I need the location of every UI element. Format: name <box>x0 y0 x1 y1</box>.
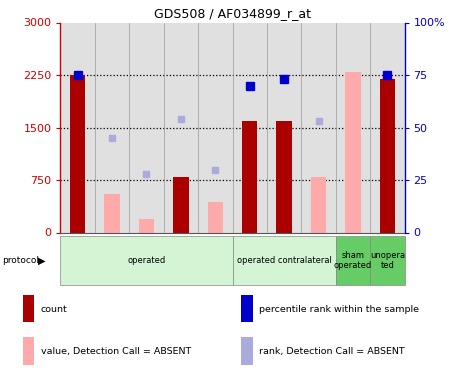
Title: GDS508 / AF034899_r_at: GDS508 / AF034899_r_at <box>154 7 311 20</box>
Bar <box>241 338 252 365</box>
Bar <box>379 78 395 232</box>
Bar <box>198 22 232 233</box>
Bar <box>23 338 34 365</box>
Bar <box>242 120 258 232</box>
Bar <box>241 295 252 322</box>
Bar <box>129 22 164 233</box>
FancyBboxPatch shape <box>232 236 336 285</box>
Bar <box>370 22 405 233</box>
Bar <box>311 177 326 232</box>
Text: rank, Detection Call = ABSENT: rank, Detection Call = ABSENT <box>259 347 405 356</box>
Bar <box>60 22 95 233</box>
Text: percentile rank within the sample: percentile rank within the sample <box>259 304 419 313</box>
Text: operated: operated <box>127 256 166 265</box>
Text: protocol: protocol <box>2 256 40 265</box>
Bar <box>139 219 154 232</box>
Bar <box>70 75 86 232</box>
Bar <box>267 22 301 233</box>
FancyBboxPatch shape <box>60 236 232 285</box>
Bar <box>164 22 198 233</box>
Bar <box>95 22 129 233</box>
Text: count: count <box>40 304 67 313</box>
Bar <box>276 120 292 232</box>
Bar <box>207 202 223 232</box>
Bar <box>336 22 370 233</box>
Bar <box>345 72 361 232</box>
FancyBboxPatch shape <box>336 236 370 285</box>
Text: value, Detection Call = ABSENT: value, Detection Call = ABSENT <box>40 347 191 356</box>
Bar <box>173 177 189 232</box>
Text: sham
operated: sham operated <box>334 251 372 270</box>
Bar <box>104 194 120 232</box>
Bar <box>232 22 267 233</box>
Bar <box>23 295 34 322</box>
Text: operated contralateral: operated contralateral <box>237 256 332 265</box>
Text: unopera
ted: unopera ted <box>370 251 405 270</box>
FancyBboxPatch shape <box>370 236 405 285</box>
Text: ▶: ▶ <box>38 256 46 266</box>
Bar <box>301 22 336 233</box>
